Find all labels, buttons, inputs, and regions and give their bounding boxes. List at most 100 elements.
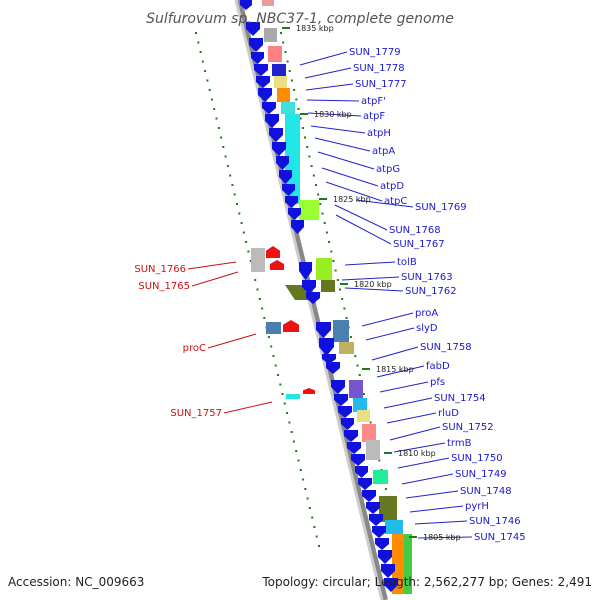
gene-arrow: [326, 362, 340, 374]
label-leader: [344, 287, 404, 292]
gene-arrow: [341, 418, 354, 430]
gene-arrow: [375, 538, 389, 550]
gene-arrow-reverse: [283, 320, 299, 332]
gene-label: SUN_1768: [389, 225, 441, 236]
gene-arrow: [251, 52, 264, 64]
tick-dot-outer: [290, 79, 293, 82]
tick-dot-inner: [313, 526, 316, 528]
label-leader: [417, 536, 473, 539]
gene-arrow: [254, 64, 268, 76]
tick-dot-inner: [258, 298, 261, 300]
label-leader: [307, 112, 362, 117]
feature-block: [349, 380, 363, 398]
gene-arrow: [334, 394, 348, 406]
tick-dot-inner: [286, 412, 289, 414]
tick-dot-outer: [354, 355, 357, 357]
label-leader: [376, 365, 425, 378]
tick-dot-inner: [292, 440, 295, 443]
feature-block: [264, 28, 277, 42]
tick-dot-outer: [339, 288, 341, 291]
tick-dot-outer: [319, 203, 322, 205]
tick-dot-outer: [293, 89, 296, 91]
gene-arrow-reverse: [303, 388, 315, 394]
gene-label-reverse: SUN_1757: [170, 408, 222, 419]
feature-block: [286, 394, 300, 399]
feature-block: [373, 470, 388, 484]
feature-block: [357, 410, 370, 422]
tick-dot-inner: [272, 355, 275, 357]
gene-arrow: [358, 478, 372, 490]
genes-right-column: [240, 0, 398, 592]
gene-arrow: [378, 550, 392, 564]
tick-dot-inner: [236, 203, 238, 205]
gene-label: atpA: [372, 146, 395, 157]
gene-label: trmB: [447, 438, 472, 449]
tick-dot-outer: [306, 146, 309, 148]
gene-arrow: [347, 442, 361, 454]
feature-block: [385, 520, 403, 534]
tick-dot-inner: [311, 516, 314, 519]
label-leader: [334, 204, 388, 231]
label-leader: [389, 426, 441, 441]
tick-dot-outer: [304, 136, 306, 139]
kbp-markers: 1835 kbp 1830 kbp 1825 kbp 1820 kbp 1815 kbp…: [282, 24, 461, 542]
gene-label: fabD: [426, 361, 450, 372]
tick-dot-inner: [199, 51, 202, 53]
gene-label: tolB: [397, 257, 417, 268]
tick-dot-outer: [317, 193, 320, 196]
label-leader: [325, 181, 383, 202]
tick-dot-inner: [270, 345, 273, 348]
tick-dot-inner: [201, 60, 204, 63]
gene-label: SUN_1749: [455, 469, 507, 480]
gene-label: atpF': [361, 96, 386, 107]
kbp-marker-label: 1815 kbp: [376, 365, 414, 374]
tick-dot-inner: [229, 174, 232, 177]
label-leader: [207, 333, 257, 349]
feature-block: [316, 258, 332, 280]
gene-label: SUN_1762: [405, 286, 457, 297]
gene-label: SUN_1754: [434, 393, 486, 404]
label-leader: [401, 473, 454, 485]
gene-label: SUN_1748: [460, 486, 512, 497]
tick-dot-outer: [310, 165, 313, 167]
tick-dot-inner: [233, 193, 236, 196]
tick-dot-inner: [215, 117, 218, 120]
label-leader: [386, 412, 437, 424]
tick-dot-inner: [308, 507, 311, 509]
feature-block: [353, 398, 367, 412]
tick-dot-outer: [341, 298, 344, 300]
tick-dot-inner: [222, 146, 225, 148]
genome-summary: Topology: circular; Length: 2,562,277 bp…: [261, 575, 592, 589]
tick-dot-outer: [308, 155, 311, 158]
tick-dot-inner: [224, 155, 227, 158]
gene-label: atpC: [384, 196, 407, 207]
gene-arrow: [322, 354, 336, 364]
label-leader: [305, 83, 354, 91]
label-leader: [383, 397, 433, 409]
tick-dot-inner: [304, 488, 307, 490]
tick-dot-outer: [343, 307, 346, 310]
tick-dot-outer: [280, 32, 282, 34]
label-leader: [310, 125, 366, 134]
tick-dot-inner: [288, 421, 291, 424]
gene-arrow: [276, 156, 289, 170]
gene-arrow: [249, 38, 263, 52]
tick-dot-inner: [245, 241, 248, 243]
tick-dot-outer: [363, 393, 365, 395]
gene-arrow: [372, 526, 386, 538]
label-leader: [317, 151, 375, 170]
gene-arrow: [351, 454, 365, 466]
gene-label: atpD: [380, 181, 404, 192]
gene-label: pyrH: [465, 501, 489, 512]
gene-arrow: [258, 88, 272, 102]
label-leader: [223, 401, 273, 414]
feature-block: [366, 440, 380, 460]
feature-block: [339, 342, 354, 354]
gene-arrow: [279, 170, 292, 184]
tick-dot-inner: [318, 545, 320, 547]
gene-label: atpF: [363, 111, 385, 122]
tick-dot-inner: [263, 317, 266, 319]
kbp-marker-label: 1825 kbp: [333, 195, 371, 204]
feature-block: [299, 200, 319, 220]
